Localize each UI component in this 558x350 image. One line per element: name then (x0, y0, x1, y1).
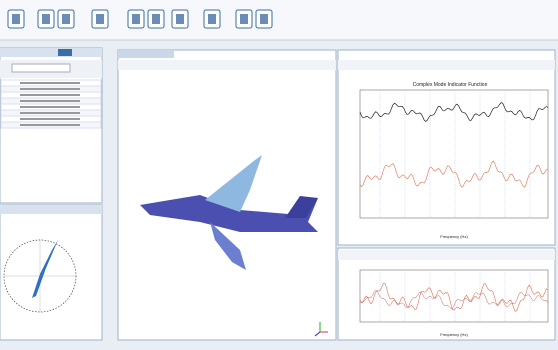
plot-toolbar (338, 250, 555, 260)
row-cell (20, 88, 80, 90)
row-cell (20, 118, 80, 120)
table-rows (0, 79, 102, 129)
plot-title: Complex Mode Indicator Function (413, 82, 488, 88)
x-axis-label: Frequency (Hz) (440, 234, 468, 239)
plot-area (359, 269, 549, 323)
tool-icon (132, 14, 140, 24)
tool-icon (240, 14, 248, 24)
dropdown[interactable] (11, 63, 71, 73)
row-cell (20, 94, 80, 96)
upper-wing (205, 155, 262, 212)
tool-icon (208, 14, 216, 24)
panel-tabs (0, 205, 102, 214)
polar-vector (32, 240, 58, 298)
curve (359, 102, 549, 122)
curve (359, 160, 549, 188)
tool-icon (96, 14, 104, 24)
viewer-tab[interactable] (118, 50, 174, 58)
row-cell (20, 124, 80, 126)
toolbar-buttons (7, 9, 273, 29)
lower-wing (210, 222, 246, 270)
tool-icon (12, 14, 20, 24)
tool-icon (176, 14, 184, 24)
plot-toolbar (338, 60, 555, 70)
row-cell (20, 100, 80, 102)
tail (285, 196, 318, 218)
x-axis-label: Frequency (Hz) (440, 332, 468, 337)
compass-panel (0, 204, 103, 341)
row-cell (20, 82, 80, 84)
active-tab[interactable] (58, 49, 72, 56)
tool-icon (62, 14, 70, 24)
curve (359, 283, 549, 312)
tool-icon (42, 14, 50, 24)
plot-area (359, 89, 549, 219)
toolbar (0, 0, 558, 40)
tool-icon (152, 14, 160, 24)
curve (359, 289, 549, 309)
fuselage (140, 195, 318, 232)
axis-triad (314, 331, 321, 337)
tool-icon (260, 14, 268, 24)
row-cell (20, 106, 80, 108)
viewer-toolbar (118, 60, 336, 70)
row-cell (20, 112, 80, 114)
panel-tabs (0, 48, 102, 57)
